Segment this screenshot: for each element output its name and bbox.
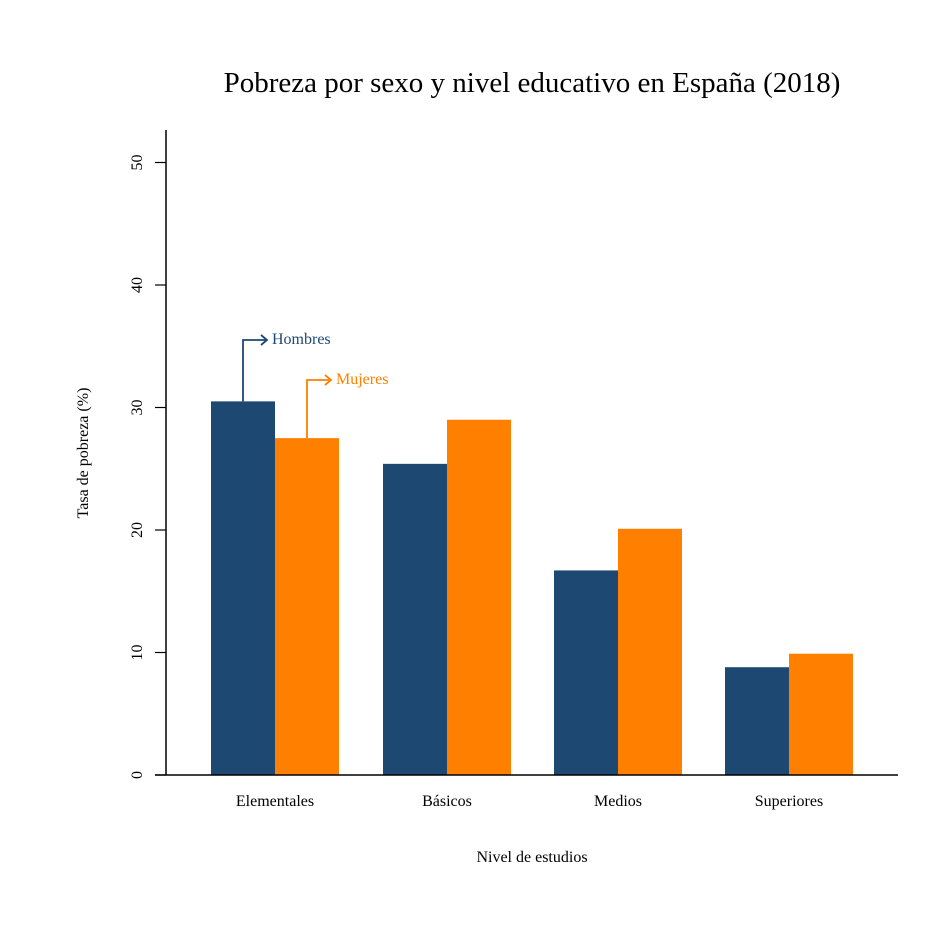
bar-mujeres-0 bbox=[275, 438, 339, 775]
bar-mujeres-2 bbox=[618, 528, 682, 775]
bar-hombres-3 bbox=[725, 667, 789, 775]
legend-annotations: Hombres Mujeres bbox=[242, 331, 388, 439]
x-tick-label: Medios bbox=[594, 793, 642, 810]
annotation-arrow-hombres bbox=[242, 339, 267, 402]
x-axis-ticks: Elementales Básicos Medios Superiores bbox=[236, 793, 823, 810]
y-tick-label: 50 bbox=[129, 155, 146, 171]
x-axis-label: Nivel de estudios bbox=[476, 849, 587, 866]
x-tick-label: Elementales bbox=[236, 793, 314, 810]
x-tick-label: Superiores bbox=[755, 793, 823, 810]
y-tick-label: 0 bbox=[129, 771, 146, 779]
y-axis-label: Tasa de pobreza (%) bbox=[75, 388, 92, 519]
y-tick-label: 30 bbox=[129, 400, 146, 416]
legend-label-mujeres: Mujeres bbox=[336, 371, 388, 388]
arrowhead bbox=[260, 334, 269, 346]
annotation-arrow-mujeres bbox=[306, 379, 331, 439]
y-tick-label: 10 bbox=[129, 645, 146, 661]
bar-hombres-0 bbox=[211, 401, 275, 775]
bar-mujeres-3 bbox=[789, 653, 853, 775]
bar-hombres-1 bbox=[383, 463, 447, 775]
arrowhead bbox=[324, 374, 333, 386]
bar-hombres-2 bbox=[554, 570, 618, 775]
x-tick-label: Básicos bbox=[422, 793, 472, 810]
y-tick-label: 20 bbox=[129, 522, 146, 538]
y-tick-label: 40 bbox=[129, 277, 146, 293]
bar-mujeres-1 bbox=[447, 419, 511, 775]
chart-title: Pobreza por sexo y nivel educativo en Es… bbox=[224, 67, 841, 99]
y-axis-ticks: 0 10 20 30 40 50 bbox=[129, 155, 166, 779]
legend-label-hombres: Hombres bbox=[272, 331, 331, 348]
bars bbox=[211, 401, 853, 775]
